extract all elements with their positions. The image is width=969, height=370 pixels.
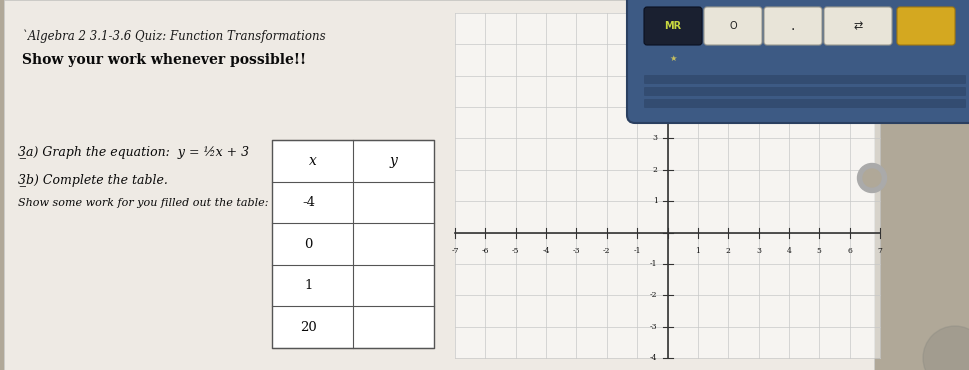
Text: -1: -1: [650, 260, 658, 268]
Text: Show your work whenever possible!!: Show your work whenever possible!!: [22, 53, 306, 67]
FancyBboxPatch shape: [644, 99, 966, 108]
Text: -7: -7: [452, 246, 458, 255]
Text: 20: 20: [300, 321, 317, 334]
Text: -2: -2: [650, 291, 658, 299]
Text: -4: -4: [543, 246, 549, 255]
Text: 1: 1: [696, 246, 701, 255]
Text: -3: -3: [650, 323, 658, 331]
Text: -1: -1: [634, 246, 641, 255]
Text: 3̲a) Graph the equation:  y = ½x + 3: 3̲a) Graph the equation: y = ½x + 3: [18, 145, 249, 158]
Text: 2: 2: [726, 246, 731, 255]
Text: x: x: [308, 154, 317, 168]
Text: 4: 4: [653, 103, 658, 111]
Text: 6: 6: [653, 40, 658, 48]
Text: ⇄: ⇄: [854, 21, 862, 31]
FancyBboxPatch shape: [704, 7, 762, 45]
Text: .: .: [791, 19, 796, 33]
FancyBboxPatch shape: [627, 0, 969, 123]
Text: -3: -3: [573, 246, 580, 255]
Text: O: O: [730, 21, 736, 31]
FancyBboxPatch shape: [644, 87, 966, 96]
Circle shape: [858, 164, 887, 192]
FancyBboxPatch shape: [272, 140, 434, 348]
Circle shape: [863, 169, 881, 187]
Text: MR: MR: [665, 21, 681, 31]
Text: 1: 1: [304, 279, 313, 292]
Text: 1: 1: [653, 197, 658, 205]
Text: 3: 3: [756, 246, 761, 255]
Text: 7: 7: [878, 246, 883, 255]
FancyBboxPatch shape: [644, 75, 966, 84]
Text: 3: 3: [652, 134, 658, 142]
Text: 4: 4: [787, 246, 792, 255]
Text: 6: 6: [847, 246, 852, 255]
Text: 2: 2: [653, 166, 658, 174]
FancyBboxPatch shape: [824, 7, 892, 45]
Text: 0: 0: [304, 238, 313, 250]
Text: -4: -4: [302, 196, 315, 209]
FancyBboxPatch shape: [764, 7, 822, 45]
Text: 5: 5: [653, 72, 658, 80]
Text: 7: 7: [653, 9, 658, 17]
FancyBboxPatch shape: [455, 13, 880, 358]
Text: 3̲b) Complete the table.: 3̲b) Complete the table.: [18, 174, 168, 186]
Text: `Algebra 2 3.1-3.6 Quiz: Function Transformations: `Algebra 2 3.1-3.6 Quiz: Function Transf…: [22, 29, 326, 43]
Text: 5: 5: [817, 246, 822, 255]
FancyBboxPatch shape: [644, 7, 702, 45]
Text: ★: ★: [670, 54, 676, 63]
Text: Version D: Version D: [794, 114, 855, 127]
Text: Show some work for you filled out the table:: Show some work for you filled out the ta…: [18, 198, 268, 208]
FancyBboxPatch shape: [897, 7, 955, 45]
Text: -6: -6: [482, 246, 489, 255]
Text: y: y: [390, 154, 397, 168]
Text: -4: -4: [650, 354, 658, 362]
FancyBboxPatch shape: [4, 0, 874, 370]
Text: -5: -5: [512, 246, 519, 255]
Circle shape: [923, 326, 969, 370]
Text: -2: -2: [603, 246, 610, 255]
